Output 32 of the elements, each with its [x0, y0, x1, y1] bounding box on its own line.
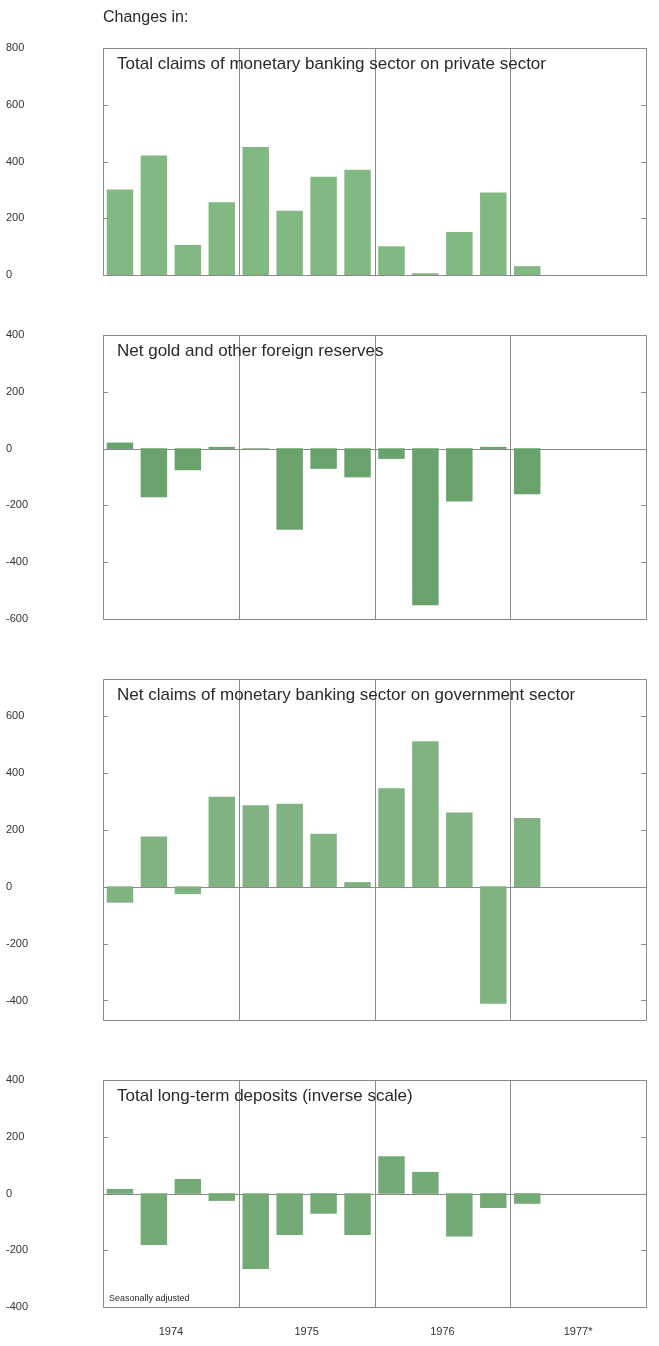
- y-tick-label: -600: [6, 612, 29, 625]
- chart-title: Total long-term deposits (inverse scale): [117, 1086, 413, 1106]
- y-tick-label: 800: [6, 41, 25, 54]
- y-tick-label: -200: [6, 936, 29, 949]
- y-tick-label: 400: [6, 328, 25, 341]
- annotation: Seasonally adjusted: [109, 1292, 190, 1303]
- y-tick-label: 400: [6, 154, 25, 167]
- y-tick-label: 200: [6, 822, 25, 835]
- y-tick-label: 200: [6, 211, 25, 224]
- chart-title: Total claims of monetary banking sector on private sector: [117, 54, 547, 74]
- y-tick-label: 200: [6, 384, 25, 397]
- chart-subtitle: Changes in:: [103, 8, 189, 26]
- x-tick-label: 1976: [430, 1324, 455, 1337]
- y-tick-label: 400: [6, 1073, 25, 1086]
- chart-title: Net gold and other foreign reserves: [117, 341, 384, 361]
- x-tick-label: 1977*: [563, 1324, 594, 1337]
- y-tick-label: -200: [6, 1243, 29, 1256]
- x-tick-label: 1975: [294, 1324, 319, 1337]
- y-tick-label: -400: [6, 555, 29, 568]
- x-tick-label: 1974: [158, 1324, 184, 1337]
- y-tick-label: -200: [6, 498, 29, 511]
- y-tick-label: 0: [6, 441, 13, 454]
- y-tick-label: 0: [6, 879, 13, 892]
- y-tick-label: -400: [6, 1300, 29, 1313]
- y-tick-label: -400: [6, 993, 29, 1006]
- y-tick-label: 0: [6, 268, 13, 281]
- y-tick-label: 200: [6, 1129, 25, 1142]
- y-tick-label: 400: [6, 765, 25, 778]
- y-tick-label: 600: [6, 97, 25, 110]
- y-tick-label: 600: [6, 709, 25, 722]
- y-tick-label: 0: [6, 1186, 13, 1199]
- chart-title: Net claims of monetary banking sector on government sector: [117, 685, 576, 705]
